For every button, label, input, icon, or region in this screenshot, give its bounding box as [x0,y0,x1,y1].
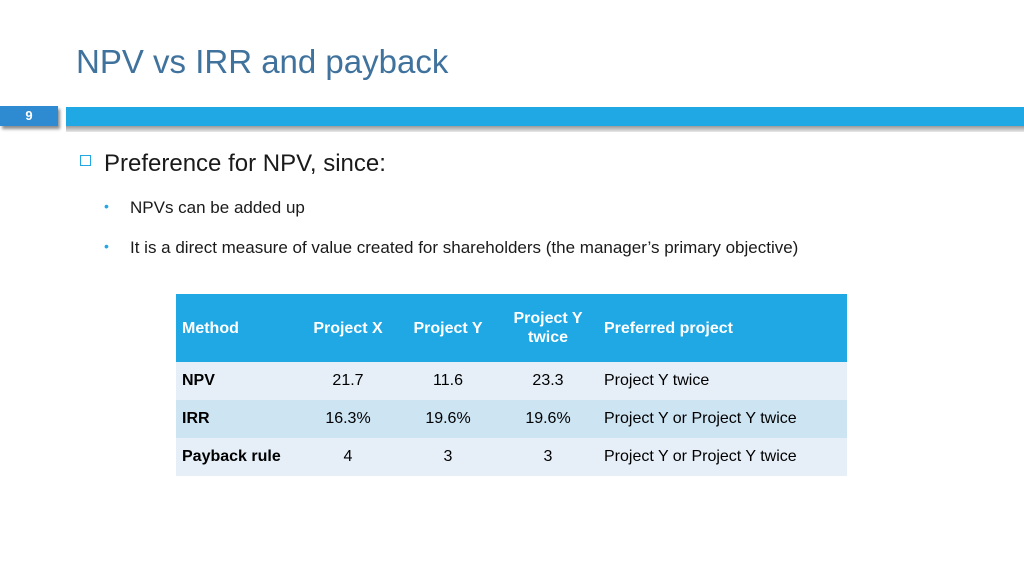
table-row: NPV 21.7 11.6 23.3 Project Y twice [176,362,847,400]
cell-project-y-twice: 23.3 [498,362,598,400]
sub-bullet-1: • NPVs can be added up [104,198,305,218]
dot-bullet-icon: • [104,238,109,254]
table-row: IRR 16.3% 19.6% 19.6% Project Y or Proje… [176,400,847,438]
header-preferred-project: Preferred project [598,294,847,362]
cell-project-y: 19.6% [398,400,498,438]
header-project-y-twice: Project Y twice [498,294,598,362]
slide-title: NPV vs IRR and payback [76,43,449,80]
cell-project-x: 16.3% [298,400,398,438]
slide-number: 9 [25,108,33,123]
header-project-x: Project X [298,294,398,362]
sub-bullet-text: It is a direct measure of value created … [130,238,799,257]
cell-project-x: 4 [298,438,398,476]
table-header-row: Method Project X Project Y Project Y twi… [176,294,847,362]
row-method: IRR [176,400,298,438]
header-accent-bar [66,107,1024,126]
cell-project-y-twice: 19.6% [498,400,598,438]
header-project-y: Project Y [398,294,498,362]
row-method: NPV [176,362,298,400]
cell-preferred-project: Project Y or Project Y twice [598,400,847,438]
sub-bullet-2: • It is a direct measure of value create… [104,238,798,258]
row-method: Payback rule [176,438,298,476]
comparison-table: Method Project X Project Y Project Y twi… [176,294,847,476]
header-bar-shadow [66,126,1024,132]
dot-bullet-icon: • [104,198,109,214]
cell-project-y: 3 [398,438,498,476]
cell-preferred-project: Project Y twice [598,362,847,400]
table-row: Payback rule 4 3 3 Project Y or Project … [176,438,847,476]
slide-number-badge: 9 [0,106,58,126]
header-method: Method [176,294,298,362]
sub-bullet-text: NPVs can be added up [130,198,305,217]
cell-project-x: 21.7 [298,362,398,400]
square-bullet-icon [80,154,91,166]
cell-preferred-project: Project Y or Project Y twice [598,438,847,476]
main-bullet: Preference for NPV, since: [80,150,386,178]
cell-project-y: 11.6 [398,362,498,400]
main-bullet-text: Preference for NPV, since: [104,150,386,177]
cell-project-y-twice: 3 [498,438,598,476]
